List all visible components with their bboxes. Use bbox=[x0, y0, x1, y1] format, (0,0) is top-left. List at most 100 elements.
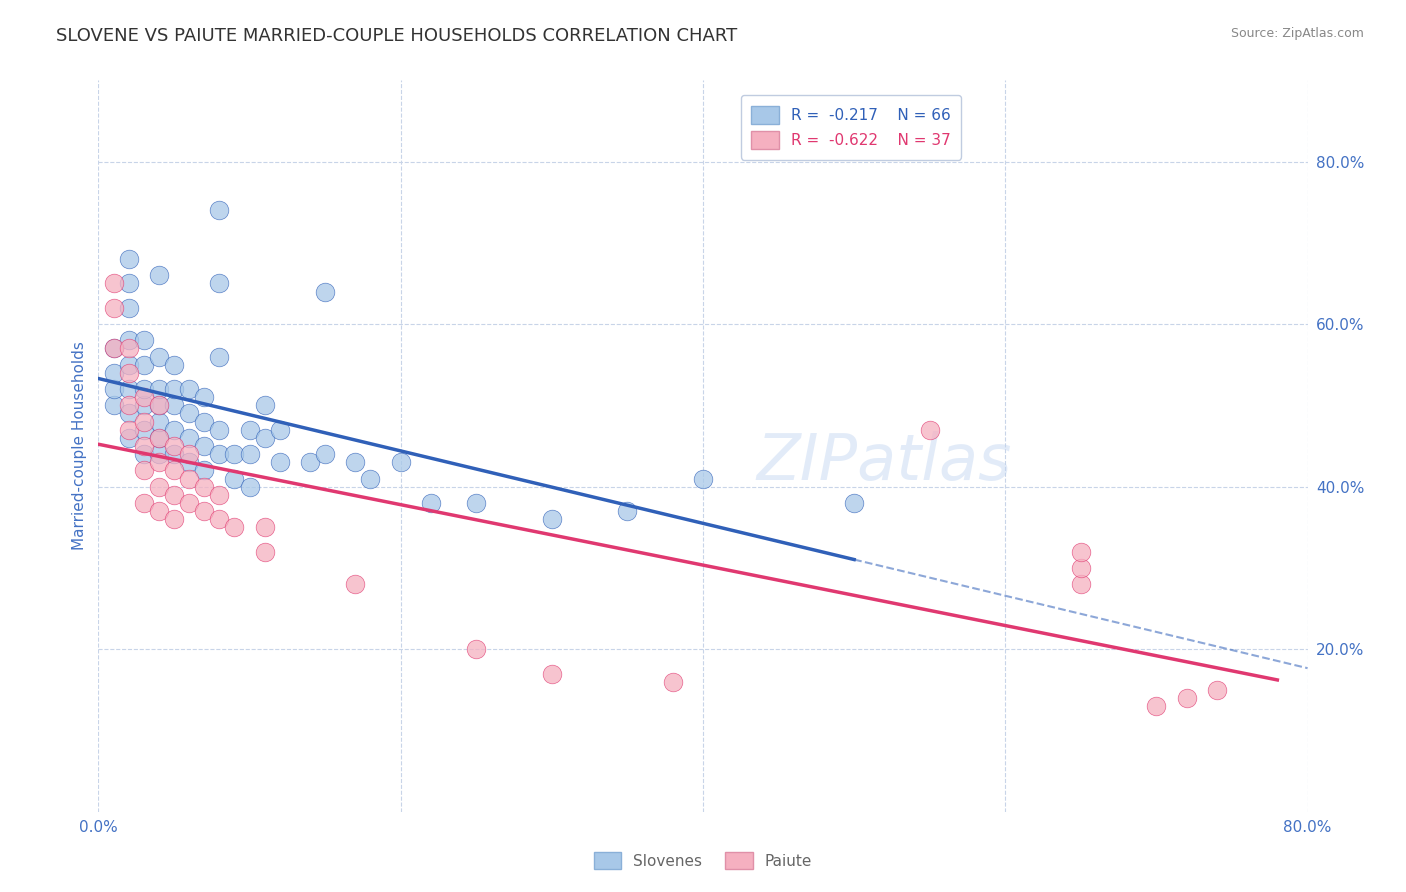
Y-axis label: Married-couple Households: Married-couple Households bbox=[72, 342, 87, 550]
Point bbox=[208, 277, 231, 291]
Point bbox=[239, 423, 262, 437]
Point bbox=[103, 342, 125, 356]
Point bbox=[148, 431, 170, 445]
Point bbox=[193, 480, 215, 494]
Point bbox=[118, 382, 141, 396]
Point bbox=[163, 358, 186, 372]
Point bbox=[465, 642, 488, 657]
Point bbox=[118, 301, 141, 315]
Point bbox=[148, 455, 170, 469]
Point bbox=[118, 366, 141, 380]
Text: Source: ZipAtlas.com: Source: ZipAtlas.com bbox=[1230, 27, 1364, 40]
Point bbox=[132, 382, 155, 396]
Point bbox=[118, 334, 141, 348]
Point bbox=[299, 455, 322, 469]
Point bbox=[148, 480, 170, 494]
Point bbox=[208, 512, 231, 526]
Point bbox=[148, 268, 170, 283]
Point bbox=[344, 455, 367, 469]
Point bbox=[148, 447, 170, 461]
Point bbox=[540, 512, 562, 526]
Point bbox=[269, 455, 291, 469]
Point bbox=[540, 666, 562, 681]
Point bbox=[314, 447, 336, 461]
Point bbox=[148, 504, 170, 518]
Point bbox=[118, 423, 141, 437]
Point bbox=[103, 301, 125, 315]
Point bbox=[179, 407, 201, 421]
Point bbox=[103, 342, 125, 356]
Point bbox=[132, 423, 155, 437]
Point bbox=[360, 471, 382, 485]
Point bbox=[1070, 544, 1092, 558]
Point bbox=[179, 471, 201, 485]
Point bbox=[103, 382, 125, 396]
Point bbox=[132, 415, 155, 429]
Point bbox=[132, 334, 155, 348]
Point bbox=[118, 252, 141, 266]
Point bbox=[118, 277, 141, 291]
Point bbox=[132, 447, 155, 461]
Point bbox=[224, 520, 246, 534]
Point bbox=[208, 423, 231, 437]
Point bbox=[389, 455, 412, 469]
Point bbox=[103, 277, 125, 291]
Point bbox=[1070, 561, 1092, 575]
Point bbox=[239, 447, 262, 461]
Legend: R =  -0.217    N = 66, R =  -0.622    N = 37: R = -0.217 N = 66, R = -0.622 N = 37 bbox=[741, 95, 962, 160]
Point bbox=[148, 398, 170, 412]
Point bbox=[103, 398, 125, 412]
Point bbox=[616, 504, 638, 518]
Point bbox=[103, 366, 125, 380]
Point bbox=[163, 488, 186, 502]
Text: SLOVENE VS PAIUTE MARRIED-COUPLE HOUSEHOLDS CORRELATION CHART: SLOVENE VS PAIUTE MARRIED-COUPLE HOUSEHO… bbox=[56, 27, 738, 45]
Point bbox=[193, 390, 215, 404]
Point bbox=[132, 463, 155, 477]
Point bbox=[314, 285, 336, 299]
Point bbox=[239, 480, 262, 494]
Point bbox=[193, 463, 215, 477]
Point bbox=[163, 512, 186, 526]
Point bbox=[179, 496, 201, 510]
Point bbox=[253, 431, 276, 445]
Point bbox=[208, 488, 231, 502]
Point bbox=[163, 447, 186, 461]
Point bbox=[132, 439, 155, 453]
Point bbox=[208, 203, 231, 218]
Point bbox=[179, 431, 201, 445]
Point bbox=[661, 674, 683, 689]
Point bbox=[163, 398, 186, 412]
Point bbox=[918, 423, 941, 437]
Point bbox=[118, 398, 141, 412]
Point bbox=[148, 431, 170, 445]
Point bbox=[1144, 699, 1167, 714]
Point bbox=[193, 439, 215, 453]
Point bbox=[163, 463, 186, 477]
Legend: Slovenes, Paiute: Slovenes, Paiute bbox=[588, 846, 818, 875]
Point bbox=[420, 496, 443, 510]
Point bbox=[1070, 577, 1092, 591]
Point bbox=[465, 496, 488, 510]
Point bbox=[208, 447, 231, 461]
Point bbox=[163, 423, 186, 437]
Point bbox=[148, 398, 170, 412]
Point bbox=[253, 398, 276, 412]
Point bbox=[148, 350, 170, 364]
Point bbox=[163, 439, 186, 453]
Text: ZIPatlas: ZIPatlas bbox=[756, 431, 1012, 493]
Point bbox=[269, 423, 291, 437]
Point bbox=[1206, 682, 1229, 697]
Point bbox=[253, 544, 276, 558]
Point bbox=[344, 577, 367, 591]
Point bbox=[118, 407, 141, 421]
Point bbox=[224, 447, 246, 461]
Point bbox=[132, 390, 155, 404]
Point bbox=[148, 415, 170, 429]
Point bbox=[118, 342, 141, 356]
Point bbox=[118, 358, 141, 372]
Point bbox=[179, 447, 201, 461]
Point bbox=[179, 455, 201, 469]
Point bbox=[132, 398, 155, 412]
Point bbox=[253, 520, 276, 534]
Point bbox=[118, 431, 141, 445]
